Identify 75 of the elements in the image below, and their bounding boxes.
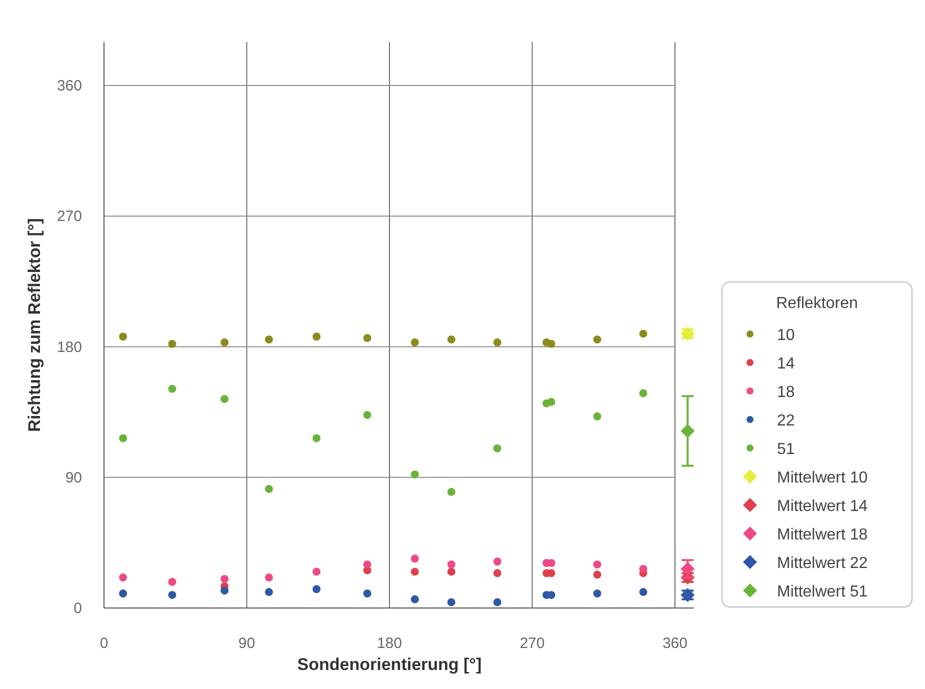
- point: [220, 574, 229, 583]
- point: [639, 389, 648, 398]
- point: [220, 395, 229, 404]
- point: [447, 336, 456, 344]
- point: [410, 554, 419, 563]
- point: [363, 560, 372, 568]
- point: [168, 340, 176, 348]
- legend-label: Mittelwert 18: [777, 526, 868, 544]
- x-tick-label: 0: [100, 635, 108, 652]
- point: [593, 336, 602, 344]
- legend-label: Mittelwert 10: [777, 470, 868, 486]
- point: [410, 595, 419, 604]
- point: [119, 589, 128, 598]
- point: [447, 598, 456, 606]
- x-tick-label: 90: [238, 635, 256, 652]
- point: [410, 338, 419, 346]
- legend-label: Mittelwert 51: [777, 584, 868, 600]
- point: [547, 340, 556, 348]
- point: [593, 589, 602, 598]
- point: [493, 558, 502, 566]
- point: [639, 330, 648, 338]
- point: [363, 334, 372, 342]
- point: [493, 338, 502, 346]
- point: [639, 564, 648, 573]
- x-axis-title: Sondenorientierung [°]: [297, 655, 482, 674]
- y-axis-title: Richtung zum Reflektor [°]: [25, 218, 44, 432]
- legend-label: 10: [777, 327, 795, 344]
- point: [168, 578, 176, 586]
- point: [168, 384, 176, 393]
- point: [680, 562, 695, 576]
- y-tick-label: 360: [56, 78, 82, 95]
- y-tick-label: 180: [56, 338, 82, 356]
- point: [547, 398, 556, 406]
- x-tick-label: 180: [376, 635, 402, 652]
- point: [312, 585, 321, 594]
- y-tick-label: 270: [56, 208, 82, 226]
- point: [220, 338, 229, 346]
- y-tick-label: 0: [74, 600, 82, 617]
- point: [493, 444, 502, 452]
- point: [312, 434, 321, 442]
- point: [680, 424, 695, 438]
- point: [312, 332, 321, 341]
- point: [493, 598, 502, 606]
- point: [410, 470, 419, 478]
- point: [593, 412, 602, 420]
- point: [264, 336, 273, 344]
- x-tick-label: 360: [662, 635, 688, 652]
- legend-label: 18: [777, 384, 795, 401]
- point: [639, 588, 648, 596]
- point: [447, 560, 456, 568]
- legend-title: Reflektoren: [776, 295, 858, 312]
- legend-label: Mittelwert 22: [777, 555, 868, 572]
- point: [363, 410, 372, 419]
- point: [119, 332, 128, 341]
- point: [493, 569, 502, 578]
- legend-label: 51: [777, 441, 795, 458]
- point: [410, 568, 419, 576]
- point: [119, 434, 128, 442]
- y-tick-label: 90: [65, 469, 82, 486]
- point: [447, 488, 456, 496]
- point: [264, 484, 273, 493]
- point: [363, 589, 372, 598]
- legend-label: Mittelwert 14: [777, 498, 868, 515]
- point: [220, 586, 229, 595]
- point: [168, 590, 176, 599]
- legend-label: 22: [777, 412, 795, 430]
- point: [593, 560, 602, 568]
- point: [447, 568, 456, 576]
- point: [593, 570, 602, 579]
- point: [119, 574, 128, 582]
- point: [264, 574, 273, 582]
- x-tick-label: 270: [520, 635, 545, 652]
- point: [264, 588, 273, 596]
- point: [312, 568, 321, 576]
- legend-label: 14: [777, 356, 795, 372]
